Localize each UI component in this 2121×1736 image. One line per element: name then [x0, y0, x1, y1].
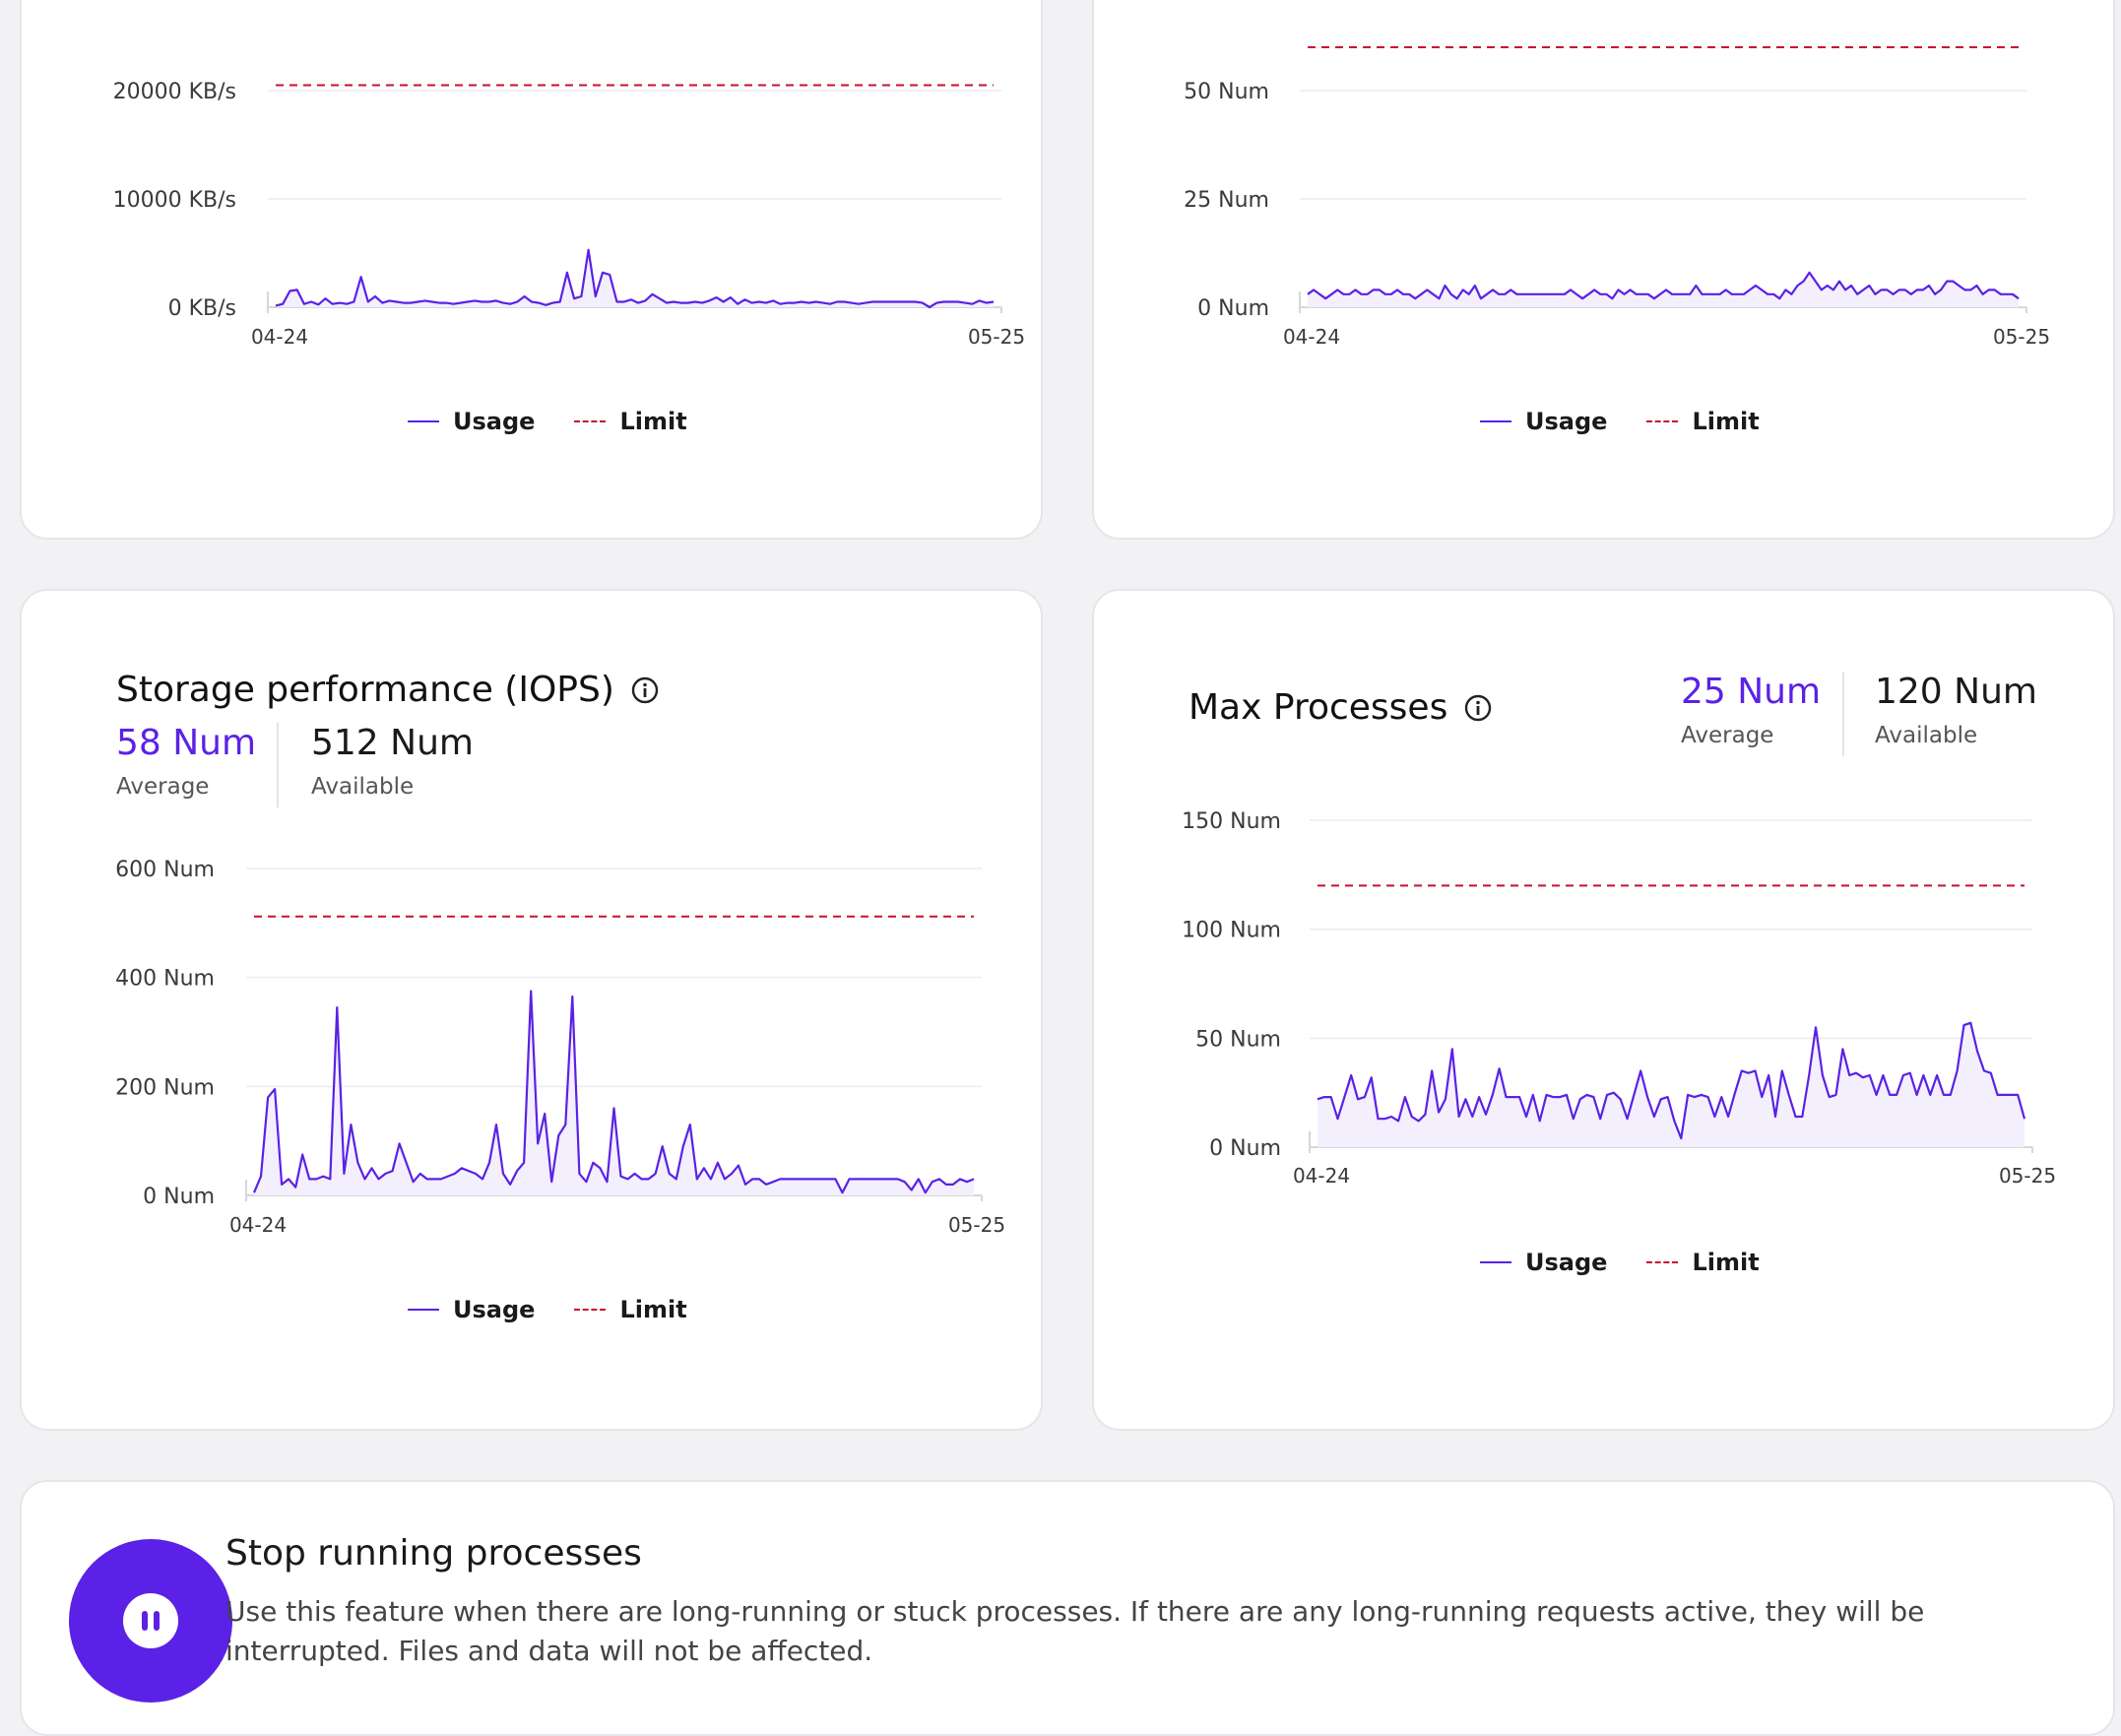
y-tick-label: 400 Num	[115, 967, 215, 992]
max-processes-title: Max Processes	[1189, 687, 1493, 728]
pause-bar	[154, 1611, 160, 1631]
available-label: Available	[1875, 723, 1978, 748]
usage-swatch	[408, 420, 439, 422]
bandwidth-card: 0 KB/s 10000 KB/s 20000 KB/s 04-24 05-25 Usa…	[20, 0, 1043, 540]
legend-limit[interactable]: Limit	[1646, 1249, 1760, 1276]
legend-limit[interactable]: Limit	[574, 408, 687, 435]
average-label: Average	[116, 774, 210, 800]
y-tick-label: 600 Num	[115, 858, 215, 882]
max-processes-legend: Usage Limit	[1480, 1249, 1760, 1276]
y-tick-label: 0 Num	[1209, 1136, 1281, 1161]
iops-card: Storage performance (IOPS) 58 Num Averag…	[20, 589, 1043, 1431]
limit-swatch	[1646, 1261, 1679, 1263]
y-tick-label: 50 Num	[1195, 1027, 1281, 1052]
pause-bar	[142, 1611, 148, 1631]
legend-usage[interactable]: Usage	[1480, 1249, 1607, 1276]
y-tick-label: 25 Num	[1184, 188, 1269, 213]
limit-swatch	[574, 420, 607, 422]
iops-legend: Usage Limit	[408, 1296, 687, 1323]
usage-area	[254, 991, 974, 1195]
pause-icon-inner	[123, 1593, 178, 1648]
available-value: 120 Num	[1875, 672, 2037, 712]
stat-divider	[277, 723, 279, 807]
y-tick-label: 0 Num	[1197, 296, 1269, 321]
pause-icon[interactable]	[69, 1539, 232, 1703]
legend-limit[interactable]: Limit	[1646, 408, 1760, 435]
processes-card: 0 Num 25 Num 50 Num 04-24 05-25 Usage Limit	[1092, 0, 2115, 540]
y-tick-label: 50 Num	[1184, 80, 1269, 104]
stop-title: Stop running processes	[225, 1533, 642, 1574]
usage-series-line	[1307, 271, 2020, 300]
y-tick-label: 150 Num	[1182, 809, 1281, 834]
max-processes-card: Max Processes 25 Num Average 120 Num Ava…	[1092, 589, 2115, 1431]
x-tick-label: 04-24	[1283, 325, 1340, 349]
processes-chart: 0 Num 25 Num 50 Num 04-24 05-25	[1184, 46, 2050, 349]
stat-divider	[1842, 672, 1844, 756]
legend-usage[interactable]: Usage	[408, 408, 535, 435]
limit-swatch	[574, 1309, 607, 1311]
y-tick-label: 20000 KB/s	[113, 80, 236, 104]
y-tick-label: 0 Num	[143, 1185, 215, 1209]
usage-area	[1318, 1022, 2025, 1147]
x-tick-label: 05-25	[948, 1213, 1005, 1237]
average-value: 25 Num	[1681, 672, 1822, 712]
usage-swatch	[1480, 420, 1511, 422]
average-value: 58 Num	[116, 723, 257, 763]
iops-title: Storage performance (IOPS)	[116, 670, 660, 710]
x-tick-label: 05-25	[1993, 325, 2050, 349]
stop-processes-card: Stop running processes Use this feature …	[20, 1480, 2115, 1736]
legend-usage[interactable]: Usage	[408, 1296, 535, 1323]
limit-swatch	[1646, 420, 1679, 422]
usage-series-line	[252, 990, 975, 1194]
x-tick-label: 05-25	[1999, 1164, 2056, 1188]
y-tick-label: 10000 KB/s	[113, 188, 236, 213]
usage-swatch	[408, 1309, 439, 1311]
y-tick-label: 100 Num	[1182, 919, 1281, 943]
average-label: Average	[1681, 723, 1774, 748]
usage-series-line	[275, 248, 995, 309]
y-tick-label: 200 Num	[115, 1075, 215, 1100]
x-tick-label: 04-24	[251, 325, 308, 349]
bandwidth-legend: Usage Limit	[408, 408, 687, 435]
bandwidth-chart: 0 KB/s 10000 KB/s 20000 KB/s 04-24 05-25	[113, 80, 1025, 349]
processes-legend: Usage Limit	[1480, 408, 1760, 435]
usage-swatch	[1480, 1261, 1511, 1263]
x-tick-label: 04-24	[229, 1213, 287, 1237]
y-tick-label: 0 KB/s	[168, 296, 236, 321]
x-tick-label: 05-25	[968, 325, 1025, 349]
usage-area	[1308, 272, 2019, 307]
available-label: Available	[311, 774, 415, 800]
usage-area	[276, 249, 994, 307]
iops-chart: 0 Num 200 Num 400 Num 600 Num 04-24 05-25	[115, 858, 1005, 1237]
legend-limit[interactable]: Limit	[574, 1296, 687, 1323]
legend-usage[interactable]: Usage	[1480, 408, 1607, 435]
x-tick-label: 04-24	[1293, 1164, 1350, 1188]
max-processes-chart: 0 Num 50 Num 100 Num 150 Num 04-24 05-25	[1182, 809, 2056, 1188]
usage-series-line	[1317, 1021, 2026, 1140]
info-icon[interactable]	[630, 675, 660, 705]
info-icon[interactable]	[1463, 693, 1493, 723]
available-value: 512 Num	[311, 723, 474, 763]
stop-description: Use this feature when there are long-run…	[225, 1595, 1925, 1667]
